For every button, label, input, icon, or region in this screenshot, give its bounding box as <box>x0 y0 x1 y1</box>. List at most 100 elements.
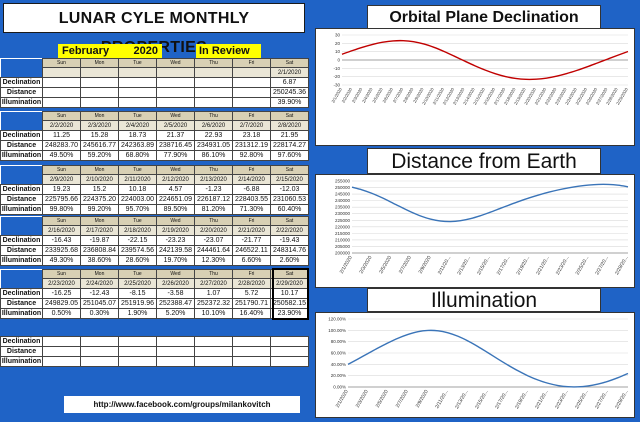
review-label: In Review <box>196 44 261 58</box>
distance-cell: 228403.55 <box>232 194 271 205</box>
day-header: Fri <box>232 269 271 279</box>
declination-cell <box>194 77 233 88</box>
illumination-cell: 10.10% <box>194 308 233 319</box>
illumination-cell: 49.30% <box>42 255 81 266</box>
row-label: Declination <box>0 77 43 88</box>
illumination-chart: 0.00% 20.00% 40.00% 60.00% 80.00% 100.00% 120.… <box>315 312 635 418</box>
distance-cell: 244461.64 <box>194 245 233 256</box>
day-header: Sun <box>42 111 81 121</box>
declination-cell: 21.95 <box>270 130 309 141</box>
x-tick-label: 2/27/20... <box>594 389 610 410</box>
x-tick-label: 2/5/2020 <box>378 255 393 275</box>
day-header: Wed <box>156 111 195 121</box>
y-tick-label: 250000 <box>335 185 351 190</box>
distance-cell: 226187.12 <box>194 194 233 205</box>
illumination-chart-svg: 0.00% 20.00% 40.00% 60.00% 80.00% 100.00% 120.… <box>328 317 630 411</box>
distance-cell <box>42 87 81 98</box>
date-cell: 2/29/2020 <box>270 278 309 289</box>
y-tick-label: 235000 <box>335 205 351 210</box>
day-header: Sat <box>270 58 309 68</box>
row-label: Declination <box>0 336 43 347</box>
day-header: Wed <box>156 216 195 226</box>
declination-cell <box>118 77 157 88</box>
chart-title-illumination: Illumination <box>367 288 601 312</box>
day-header: Thu <box>194 269 233 279</box>
y-tick-label: 245000 <box>335 192 351 197</box>
illumination-cell: 60.40% <box>270 204 309 215</box>
declination-cell: -19.87 <box>80 235 119 246</box>
declination-cell: 1.07 <box>194 288 233 299</box>
week-table: Sun Mon Tue Wed Thu Fri Sat 2/23/2020 2/24/2020 2… <box>0 269 309 319</box>
date-cell: 2/27/2020 <box>194 278 233 289</box>
x-tick-label: 2/17/20... <box>496 255 512 276</box>
distance-cell <box>156 87 195 98</box>
day-header: Sun <box>42 58 81 68</box>
x-tick-label: 2/13/20... <box>456 255 472 276</box>
date-cell: 2/28/2020 <box>232 278 271 289</box>
illumination-cell: 95.70% <box>118 204 157 215</box>
declination-cell: 6.87 <box>270 77 309 88</box>
date-cell: 2/25/2020 <box>118 278 157 289</box>
distance-cell: 251045.07 <box>80 298 119 309</box>
date-cell: 2/24/2020 <box>80 278 119 289</box>
illumination-cell <box>80 97 119 108</box>
distance-cell: 249829.05 <box>42 298 81 309</box>
declination-cell: 15.28 <box>80 130 119 141</box>
x-tick-label: 2/11/20... <box>437 255 452 276</box>
illumination-cell: 38.60% <box>80 255 119 266</box>
distance-cell: 250582.15 <box>270 298 309 309</box>
series-line <box>341 39 629 81</box>
declination-cell: 10.17 <box>270 288 309 299</box>
date-cell: 2/11/2020 <box>118 174 157 185</box>
declination-chart-svg: -30-20-1001020302/1/20202/2/20202/3/2020… <box>330 33 629 106</box>
week-block: Sun Mon Tue Wed Thu Fri Sat 2/2/2020 2/3/2020 2/4… <box>0 111 309 161</box>
declination-cell: -22.15 <box>118 235 157 246</box>
declination-cell: -8.15 <box>118 288 157 299</box>
declination-cell <box>232 77 271 88</box>
week-table: Sun Mon Tue Wed Thu Fri Sat 2/16/2020 2/17/2020 2… <box>0 216 309 266</box>
x-tick-label: 2/29/20... <box>614 389 630 410</box>
row-label: Distance <box>0 87 43 98</box>
date-cell: 2/19/2020 <box>156 225 195 236</box>
day-header: Wed <box>156 269 195 279</box>
row-label: Declination <box>0 235 43 246</box>
day-header: Fri <box>232 58 271 68</box>
chart-title-distance: Distance from Earth <box>367 148 601 174</box>
day-header: Sun <box>42 269 81 279</box>
day-header: Thu <box>194 165 233 175</box>
x-tick-label: 2/27/20... <box>594 255 610 276</box>
date-cell: 2/14/2020 <box>232 174 271 185</box>
x-tick-label: 2/23/20... <box>554 389 570 410</box>
x-tick-label: 2/7/2020 <box>398 255 413 275</box>
declination-cell: -23.07 <box>194 235 233 246</box>
y-tick-label: 255000 <box>335 179 351 184</box>
y-tick-label: 215000 <box>335 231 351 236</box>
row-label: Distance <box>0 298 43 309</box>
illumination-cell: 99.20% <box>80 204 119 215</box>
declination-cell <box>156 77 195 88</box>
distance-cell: 245616.77 <box>80 140 119 151</box>
day-header: Mon <box>80 165 119 175</box>
illumination-cell: 99.80% <box>42 204 81 215</box>
row-label: Illumination <box>0 255 43 266</box>
y-tick-label: 220000 <box>335 224 351 229</box>
week-block: Sun Mon Tue Wed Thu Fri Sat 2/9/2020 2/10/2020 2/… <box>0 165 309 215</box>
declination-cell: 21.37 <box>156 130 195 141</box>
declination-cell: 19.23 <box>42 184 81 195</box>
distance-cell: 231060.53 <box>270 194 309 205</box>
distance-chart: 200000 205000 210000 215000 220000 225000 2300… <box>315 174 635 288</box>
day-header: Mon <box>80 269 119 279</box>
declination-cell: -12.03 <box>270 184 309 195</box>
footer-link[interactable]: http://www.facebook.com/groups/milankovi… <box>64 396 300 413</box>
day-header: Fri <box>232 165 271 175</box>
illumination-cell: 5.20% <box>156 308 195 319</box>
x-tick-label: 2/15/20... <box>476 255 492 276</box>
date-cell: 2/26/2020 <box>156 278 195 289</box>
row-label: Illumination <box>0 356 43 367</box>
row-label: Declination <box>0 184 43 195</box>
y-tick-label: 0.00% <box>333 385 346 390</box>
declination-chart: -30 -20 -10 0 10 20 30 2/1/2020 2/2/2020 2/3/2020… <box>315 28 635 146</box>
date-cell <box>118 67 157 78</box>
day-header: Mon <box>80 216 119 226</box>
